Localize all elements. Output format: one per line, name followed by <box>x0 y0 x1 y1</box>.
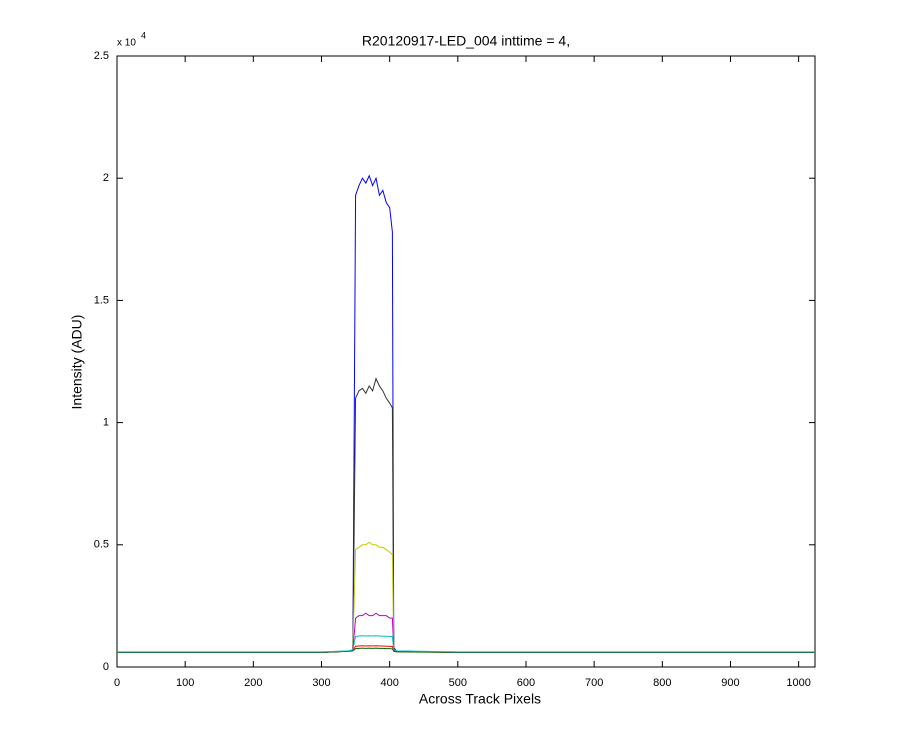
y-tick-label: 1 <box>103 417 109 429</box>
y-multiplier: x 10 <box>117 38 136 49</box>
y-exponent: 4 <box>141 30 146 40</box>
plot-area <box>116 55 816 668</box>
x-tick-label: 900 <box>721 677 739 689</box>
chart-title: R20120917-LED_004 inttime = 4, <box>362 33 570 49</box>
y-tick-label: 2 <box>103 172 109 184</box>
x-tick-label: 200 <box>244 677 262 689</box>
x-tick-label: 100 <box>176 677 194 689</box>
x-tick-label: 700 <box>585 677 603 689</box>
y-axis-label: Intensity (ADU) <box>69 315 85 410</box>
y-tick-label: 0 <box>103 661 109 673</box>
data-line <box>117 635 815 653</box>
x-tick-label: 600 <box>517 677 535 689</box>
y-tick-label: 2.5 <box>94 50 109 62</box>
x-axis-label: Across Track Pixels <box>419 691 541 707</box>
x-tick-label: 400 <box>380 677 398 689</box>
x-tick-label: 1000 <box>786 677 810 689</box>
y-tick-label: 0.5 <box>94 539 109 551</box>
x-tick-label: 500 <box>449 677 467 689</box>
y-tick-label: 1.5 <box>94 294 109 306</box>
x-tick-label: 300 <box>312 677 330 689</box>
x-tick-label: 0 <box>114 677 120 689</box>
x-tick-label: 800 <box>653 677 671 689</box>
